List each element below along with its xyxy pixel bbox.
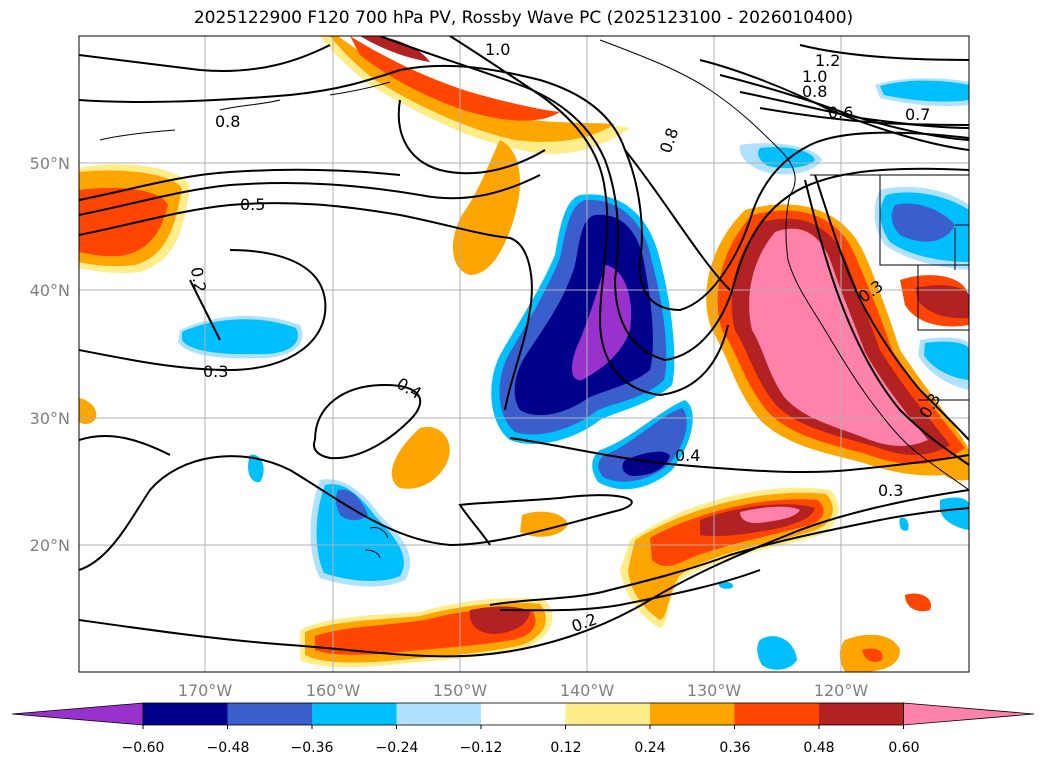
positive-anomaly-center (452, 140, 520, 275)
contour-label: 0.3 (203, 362, 228, 381)
map-field: 1.0 1.2 1.0 0.8 0.6 0.7 0.8 0.8 0.5 0.2 … (79, 36, 969, 672)
colorbar-swatch (312, 703, 397, 725)
contour-label: 0.6 (828, 103, 853, 122)
lon-label: 140°W (560, 681, 615, 700)
negative-anomaly-center (491, 194, 675, 444)
latitude-labels: 50°N 40°N 30°N 20°N (30, 154, 70, 555)
coastlines (99, 39, 969, 559)
colorbar-tick: −0.12 (460, 740, 503, 756)
colorbar-tick: −0.24 (376, 740, 419, 756)
positive-anomaly-sw (300, 598, 553, 668)
colorbar-swatch (819, 703, 904, 725)
contour-labels: 1.0 1.2 1.0 0.8 0.6 0.7 0.8 0.8 0.5 0.2 … (187, 40, 945, 636)
lon-label: 130°W (687, 681, 742, 700)
colorbar-over-arrow (903, 702, 1035, 726)
lon-label: 120°W (814, 681, 869, 700)
colorbar-swatch (481, 703, 566, 725)
colorbar-swatch (734, 703, 820, 725)
lon-label: 150°W (433, 681, 488, 700)
graticule (79, 36, 969, 672)
contour-label: 1.0 (802, 67, 827, 86)
contour-label: 1.0 (485, 40, 510, 59)
lat-label: 30°N (30, 409, 70, 428)
colorbar-tick: 0.60 (888, 740, 919, 756)
negative-anomaly-sw (248, 454, 411, 587)
colorbar-tick: −0.48 (207, 740, 250, 756)
colorbar-tick: −0.60 (122, 740, 165, 756)
contour-label: 0.3 (878, 481, 903, 500)
colorbar-outline (142, 702, 904, 726)
colorbar-ticks: −0.60 −0.48 −0.36 −0.24 −0.12 0.12 0.24 … (122, 740, 920, 756)
lon-label: 170°W (178, 681, 233, 700)
contour-label: 1.2 (815, 51, 840, 70)
map-frame (78, 35, 970, 673)
colorbar-swatch (143, 703, 228, 725)
colorbar-tick: −0.36 (291, 740, 334, 756)
colorbar-under-arrow (11, 702, 144, 726)
colorbar-swatch (565, 703, 651, 725)
longitude-labels: 170°W 160°W 150°W 140°W 130°W 120°W (178, 681, 869, 700)
colorbar-swatch (227, 703, 313, 725)
contour-label: 0.5 (240, 195, 265, 214)
positive-anomaly-small (391, 426, 450, 489)
negative-anomaly-west (178, 315, 303, 359)
positive-anomaly-dot (520, 511, 568, 537)
colorbar-tick: 0.36 (719, 740, 750, 756)
colorbar-tick: 0.24 (634, 740, 665, 756)
colorbar (11, 702, 1035, 729)
contour-label: 0.2 (187, 266, 210, 294)
colorbar-swatch (396, 703, 482, 725)
lat-label: 40°N (30, 281, 70, 300)
lat-label: 50°N (30, 154, 70, 173)
colorbar-tick: 0.12 (550, 740, 581, 756)
negative-anomaly-ne (718, 78, 969, 670)
lat-label: 20°N (30, 536, 70, 555)
map-title: 2025122900 F120 700 hPa PV, Rossby Wave … (193, 8, 854, 28)
colorbar-tick: 0.48 (803, 740, 834, 756)
pv-contours (79, 36, 969, 658)
contour-label: 0.4 (675, 446, 700, 465)
contour-label: 0.8 (215, 112, 240, 131)
colorbar-swatch (650, 703, 735, 725)
contour-label: 0.7 (905, 105, 930, 124)
lon-label: 160°W (306, 681, 361, 700)
positive-anomaly-south (620, 487, 839, 628)
contour-label: 0.8 (802, 82, 827, 101)
